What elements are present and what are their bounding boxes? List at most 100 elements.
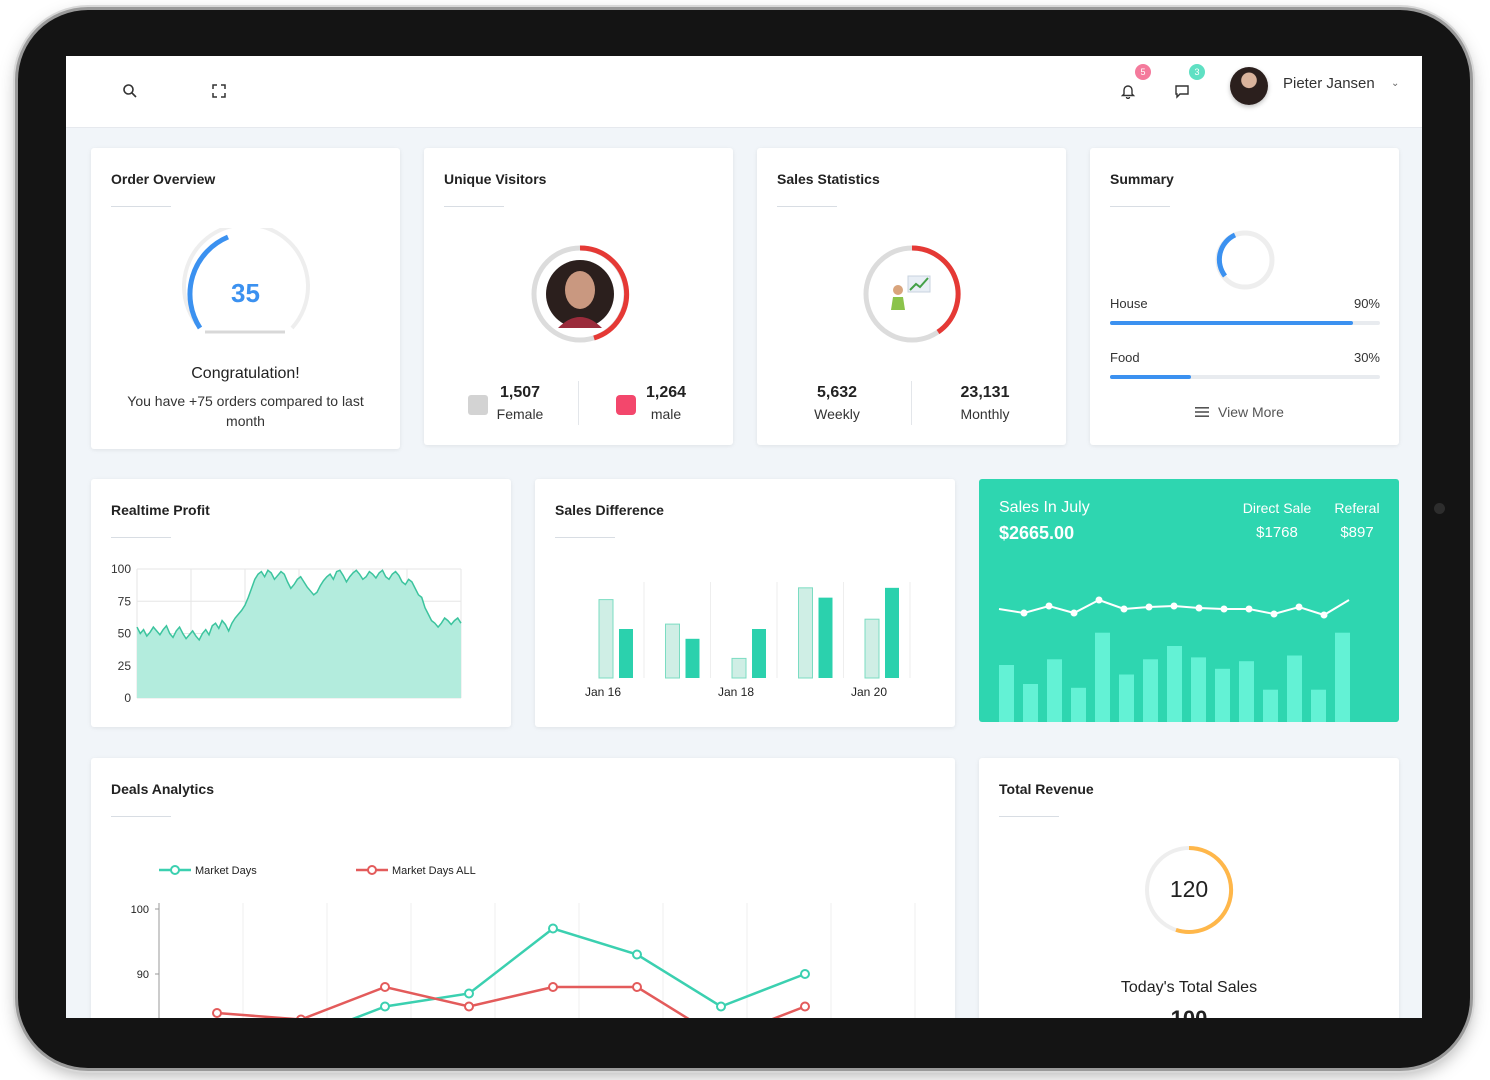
july-line-point [1145, 603, 1153, 611]
title-divider [111, 816, 171, 817]
profit-area [137, 570, 461, 698]
title-divider [999, 816, 1059, 817]
deals-series-point [212, 1008, 222, 1018]
y-tick-label: 75 [118, 594, 132, 608]
sales-july-total: $2665.00 [999, 523, 1075, 543]
chevron-down-icon[interactable]: ⌄ [1391, 78, 1400, 89]
legend-label: Market Days [195, 865, 257, 877]
july-bar [1311, 689, 1326, 722]
july-bar [1215, 668, 1230, 722]
card-title: Summary [1110, 171, 1174, 187]
progress-track [1110, 375, 1380, 379]
view-more-button[interactable]: View More [1195, 404, 1284, 420]
message-badge: 3 [1189, 64, 1205, 80]
summary-item-label: House [1110, 296, 1148, 311]
y-tick-label: 100 [131, 904, 149, 916]
male-count: 1,264 [645, 384, 687, 401]
july-bar [1071, 687, 1086, 722]
x-tick-label: Jan 20 [851, 685, 887, 699]
deals-series-point [380, 1001, 390, 1012]
legend-label: Market Days ALL [392, 865, 476, 877]
july-line-point [1295, 603, 1303, 611]
deals-series-point [548, 982, 558, 992]
title-divider [111, 206, 171, 207]
weekly-count: 5,632 [816, 384, 858, 401]
july-bar [1167, 646, 1182, 722]
deals-series-point [716, 1001, 726, 1012]
summary-item-label: Food [1110, 350, 1140, 365]
sales-statistics-card: Sales Statistics 5,632 Weekly 23,131 Mon… [757, 148, 1066, 445]
todays-sales-value: 100 [979, 1006, 1399, 1018]
bell-icon [1120, 85, 1136, 99]
july-line-point [1020, 609, 1028, 617]
bar-previous [598, 599, 614, 679]
user-avatar[interactable] [1230, 67, 1268, 105]
visitors-ring [531, 245, 630, 343]
revenue-ring-progress [1175, 845, 1234, 934]
male-label: male [650, 406, 682, 422]
revenue-ring-value: 120 [1169, 876, 1209, 902]
bar-current [885, 587, 899, 678]
progress-fill [1110, 375, 1191, 379]
title-divider [444, 206, 504, 207]
deals-analytics-card: Deals Analytics Market Days Market Days A… [91, 758, 955, 1018]
profit-area-chart: 100 75 50 25 0 [111, 562, 462, 705]
stat-divider [578, 381, 579, 425]
weekly-label: Weekly [814, 406, 860, 422]
sales-ring [863, 245, 961, 343]
progress-track [1110, 321, 1380, 325]
user-name[interactable]: Pieter Jansen [1283, 75, 1375, 92]
stat-divider [911, 381, 912, 425]
july-bar [1287, 655, 1302, 722]
tablet-camera [1434, 503, 1445, 514]
direct-sale-label: Direct Sale [1242, 500, 1312, 516]
july-line-point [1270, 610, 1278, 618]
chat-icon [1175, 85, 1189, 99]
total-revenue-card: Total Revenue 120 Today's Total Sales 10… [979, 758, 1399, 1018]
sales-difference-card: Sales Difference Jan 16 Jan 18 Jan 20 [535, 479, 955, 727]
bar-current [818, 597, 833, 678]
notification-badge: 5 [1135, 64, 1151, 80]
loading-spinner [1215, 230, 1275, 290]
dashboard-screen: 5 3 Pieter Jansen ⌄ Order Overview 35 Co… [66, 56, 1422, 1018]
female-legend-swatch [468, 395, 488, 415]
deals-series-point [296, 1014, 306, 1018]
deals-series-point [464, 1001, 474, 1012]
card-title: Sales Difference [555, 502, 664, 518]
bar-current [752, 629, 766, 678]
revenue-ring [1145, 845, 1234, 934]
july-bar [1119, 674, 1134, 722]
referal-label: Referal [1334, 500, 1380, 516]
x-tick-label: Jan 16 [585, 685, 621, 699]
july-bar [999, 665, 1014, 722]
notifications-button[interactable]: 5 [1115, 64, 1151, 104]
card-title: Total Revenue [999, 781, 1094, 797]
deals-series-point [632, 949, 642, 960]
july-line-point [1220, 605, 1228, 613]
messages-button[interactable]: 3 [1169, 64, 1205, 104]
july-line-point [1170, 602, 1178, 610]
male-legend-swatch [616, 395, 636, 415]
bar-previous [864, 618, 880, 679]
y-tick-label: 25 [118, 659, 132, 673]
july-bar [1143, 659, 1158, 722]
card-title: Unique Visitors [444, 171, 547, 187]
july-line-point [1045, 602, 1053, 610]
july-line-point [1195, 604, 1203, 612]
menu-icon [1195, 407, 1209, 417]
y-tick-label: 0 [124, 691, 131, 705]
card-title: Deals Analytics [111, 781, 214, 797]
july-bar [1239, 661, 1254, 722]
fullscreen-icon[interactable] [206, 78, 232, 104]
x-tick-label: Jan 18 [718, 685, 754, 699]
deals-series-line [216, 985, 806, 1018]
july-bar [1047, 659, 1062, 722]
sales-july-card: Sales In July $2665.00 Direct Sale $1768… [979, 479, 1399, 722]
summary-item-percent: 30% [1353, 350, 1380, 365]
referal-value: $897 [1340, 524, 1374, 541]
sales-july-title: Sales In July [999, 499, 1090, 516]
july-line-point [1320, 611, 1328, 619]
summary-item-percent: 90% [1353, 296, 1380, 311]
search-icon[interactable] [117, 78, 143, 104]
sales-july-chart [998, 596, 1350, 722]
